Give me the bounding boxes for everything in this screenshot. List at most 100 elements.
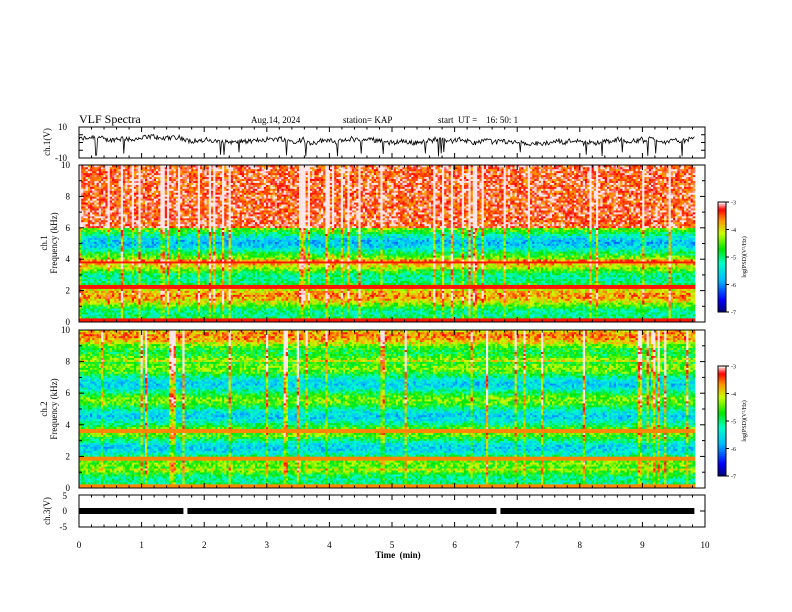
- spectrogram-cell: [108, 261, 111, 263]
- spectrogram-cell: [105, 183, 108, 185]
- spectrogram-cell: [110, 173, 113, 175]
- spectrogram-cell: [86, 222, 89, 224]
- spectrogram-cell: [103, 251, 106, 253]
- spectrogram-cell: [94, 185, 97, 187]
- spectrogram-cell: [94, 261, 97, 263]
- spectrogram-cell: [92, 185, 95, 187]
- spectrogram-cell: [101, 192, 104, 194]
- spectrogram-cell: [103, 279, 106, 281]
- spectrogram-cell: [110, 255, 113, 257]
- spectrogram-cell: [101, 257, 104, 259]
- spectrogram-cell: [81, 300, 84, 302]
- spectrogram-cell: [94, 242, 97, 244]
- spectrogram-cell: [99, 234, 102, 236]
- spectrogram-cell: [114, 226, 117, 228]
- spectrogram-cell: [101, 259, 104, 261]
- spectrogram-cell: [110, 222, 113, 224]
- spectrogram-cell: [110, 167, 113, 169]
- spectrogram-cell: [101, 289, 104, 291]
- spectrogram-cell: [105, 285, 108, 287]
- spectrogram-cell: [112, 181, 115, 183]
- spectrogram-cell: [92, 177, 95, 179]
- spectrogram-cell: [90, 273, 93, 275]
- spectrogram-cell: [103, 230, 106, 232]
- spectrogram-cell: [108, 257, 111, 259]
- spectrogram-cell: [88, 298, 91, 300]
- spectrogram-cell: [90, 240, 93, 242]
- spectrogram-cell: [83, 200, 86, 202]
- spectrogram-cell: [99, 289, 102, 291]
- spectrogram-cell: [99, 214, 102, 216]
- spectrogram-cell: [105, 196, 108, 198]
- spectrogram-cell: [103, 234, 106, 236]
- spectrogram-cell: [110, 245, 113, 247]
- spectrogram-cell: [108, 242, 111, 244]
- spectrogram-cell: [112, 189, 115, 191]
- spectrogram-cell: [86, 277, 89, 279]
- spectrogram-cell: [83, 191, 86, 193]
- spectrogram-cell: [114, 247, 117, 249]
- spectrogram-cell: [114, 283, 117, 285]
- spectrogram-cell: [83, 210, 86, 212]
- spectrogram-cell: [81, 269, 84, 271]
- spectrogram-cell: [110, 269, 113, 271]
- spectrogram-cell: [94, 175, 97, 177]
- spectrogram-cell: [94, 249, 97, 251]
- spectrogram-cell: [94, 306, 97, 308]
- spectrogram-cell: [94, 236, 97, 238]
- spectrogram-cell: [97, 306, 100, 308]
- spectrogram-cell: [99, 269, 102, 271]
- spectrogram-cell: [94, 289, 97, 291]
- spectrogram-cell: [81, 191, 84, 193]
- spectrogram-cell: [83, 304, 86, 306]
- spectrogram-cell: [83, 230, 86, 232]
- spectrogram-cell: [103, 291, 106, 293]
- spectrogram-cell: [90, 269, 93, 271]
- spectrogram-cell: [114, 273, 117, 275]
- spectrogram-cell: [110, 253, 113, 255]
- spectrogram-cell: [97, 206, 100, 208]
- spectrogram-cell: [105, 216, 108, 218]
- spectrogram-cell: [86, 283, 89, 285]
- spectrogram-cell: [97, 181, 100, 183]
- spectrogram-cell: [83, 171, 86, 173]
- spectrogram-cell: [105, 277, 108, 279]
- spectrogram-cell: [110, 279, 113, 281]
- spectrogram-cell: [101, 212, 104, 214]
- spectrogram-cell: [101, 208, 104, 210]
- spectrogram-cell: [101, 247, 104, 249]
- spectrogram-cell: [94, 300, 97, 302]
- spectrogram-cell: [86, 228, 89, 230]
- spectrogram-cell: [88, 273, 91, 275]
- spectrogram-cell: [92, 271, 95, 273]
- spectrogram-cell: [112, 244, 115, 246]
- spectrogram-cell: [112, 196, 115, 198]
- spectrogram-cell: [81, 253, 84, 255]
- spectrogram-cell: [90, 257, 93, 259]
- spectrogram-cell: [88, 220, 91, 222]
- spectrogram-cell: [97, 302, 100, 304]
- figure-title: VLF Spectra: [79, 112, 141, 126]
- spectrogram-cell: [83, 198, 86, 200]
- spectrogram-cell: [97, 251, 100, 253]
- spectrogram-cell: [108, 214, 111, 216]
- spectrogram-cell: [83, 308, 86, 310]
- spectrogram-cell: [83, 296, 86, 298]
- spectrogram-cell: [86, 289, 89, 291]
- spectrogram-cell: [110, 263, 113, 265]
- spectrogram-cell: [86, 187, 89, 189]
- spectrogram-cell: [97, 183, 100, 185]
- spectrogram-cell: [88, 224, 91, 226]
- spectrogram-cell: [90, 255, 93, 257]
- spectrogram-cell: [88, 245, 91, 247]
- spectrogram-cell: [88, 314, 91, 316]
- spectrogram-cell: [103, 293, 106, 295]
- spectrogram-cell: [112, 179, 115, 181]
- spectrogram-cell: [103, 271, 106, 273]
- spectrogram-cell: [88, 269, 91, 271]
- spectrogram-cell: [92, 238, 95, 240]
- spectrogram-cell: [112, 283, 115, 285]
- spectrogram-cell: [94, 267, 97, 269]
- spectrogram-cell: [99, 277, 102, 279]
- spectrogram-cell: [92, 304, 95, 306]
